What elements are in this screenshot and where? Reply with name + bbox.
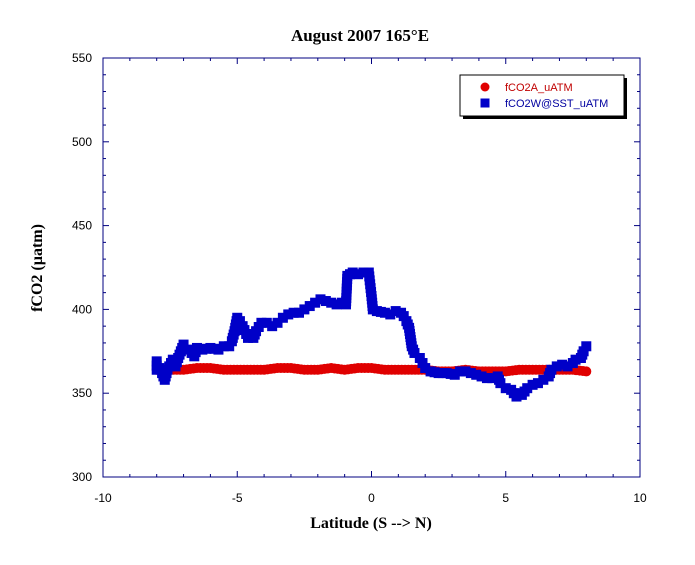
data-point bbox=[417, 358, 428, 369]
y-tick-label: 550 bbox=[72, 51, 92, 65]
data-point bbox=[546, 364, 557, 375]
data-point bbox=[213, 344, 224, 355]
data-point bbox=[500, 383, 511, 394]
data-point bbox=[277, 312, 288, 323]
data-point bbox=[414, 353, 425, 364]
data-point bbox=[481, 373, 492, 384]
data-point bbox=[261, 317, 272, 328]
series-fco2a bbox=[151, 363, 592, 377]
y-axis-title: fCO2 (µatm) bbox=[29, 224, 46, 312]
data-point bbox=[331, 299, 342, 310]
data-point bbox=[409, 347, 420, 358]
x-tick-label: -10 bbox=[94, 491, 112, 505]
data-point bbox=[294, 307, 305, 318]
legend-label-fco2w: fCO2W@SST_uATM bbox=[505, 98, 608, 110]
data-point bbox=[390, 306, 401, 317]
data-point bbox=[460, 366, 471, 377]
data-point bbox=[581, 341, 592, 352]
data-point bbox=[557, 359, 568, 370]
data-point bbox=[398, 311, 409, 322]
legend-marker-fco2a bbox=[480, 82, 490, 92]
y-tick-label: 300 bbox=[72, 470, 92, 484]
chart-title: August 2007 165°E bbox=[291, 26, 429, 45]
data-point bbox=[578, 346, 589, 357]
plot-area bbox=[151, 267, 592, 402]
data-point bbox=[320, 296, 331, 307]
data-point bbox=[476, 371, 487, 382]
y-tick-label: 400 bbox=[72, 302, 92, 316]
y-tick-label: 500 bbox=[72, 135, 92, 149]
data-point bbox=[242, 332, 253, 343]
data-point bbox=[191, 342, 202, 353]
data-point bbox=[234, 316, 245, 327]
x-axis: -10 -5 0 5 10 bbox=[94, 58, 647, 505]
x-axis-title: Latitude (S --> N) bbox=[310, 515, 432, 532]
data-point bbox=[495, 378, 506, 389]
legend-marker-fco2w bbox=[480, 98, 490, 108]
plot-frame bbox=[102, 57, 641, 478]
data-point bbox=[471, 369, 482, 380]
data-point bbox=[532, 378, 543, 389]
data-point bbox=[218, 341, 229, 352]
y-tick-label: 450 bbox=[72, 219, 92, 233]
data-point bbox=[527, 379, 538, 390]
y-axis: 300 350 400 450 500 550 bbox=[72, 51, 640, 484]
data-point bbox=[353, 269, 364, 280]
data-point bbox=[272, 317, 283, 328]
data-point bbox=[304, 301, 315, 312]
y-tick-label: 350 bbox=[72, 386, 92, 400]
x-tick-label: -5 bbox=[232, 491, 243, 505]
data-point bbox=[288, 307, 299, 318]
data-point bbox=[551, 361, 562, 372]
data-point bbox=[538, 374, 549, 385]
data-point bbox=[315, 294, 326, 305]
data-point bbox=[326, 297, 337, 308]
legend-box bbox=[459, 74, 625, 117]
data-point bbox=[581, 366, 592, 377]
x-tick-label: 0 bbox=[368, 491, 375, 505]
data-point bbox=[449, 369, 460, 380]
data-point bbox=[487, 373, 498, 384]
data-point bbox=[385, 309, 396, 320]
x-tick-label: 5 bbox=[502, 491, 509, 505]
data-point bbox=[358, 267, 369, 278]
legend: fCO2A_uATM fCO2W@SST_uATM bbox=[459, 74, 627, 119]
data-point bbox=[224, 341, 235, 352]
data-point bbox=[465, 368, 476, 379]
data-point bbox=[283, 309, 294, 320]
data-point bbox=[347, 267, 358, 278]
data-point bbox=[299, 304, 310, 315]
data-point bbox=[379, 307, 390, 318]
series-fco2w bbox=[151, 267, 592, 402]
data-point bbox=[570, 354, 581, 365]
data-point bbox=[178, 339, 189, 350]
data-point bbox=[455, 366, 466, 377]
data-point bbox=[310, 297, 321, 308]
x-tick-label: 10 bbox=[633, 491, 647, 505]
data-point bbox=[154, 363, 165, 374]
data-point bbox=[267, 321, 278, 332]
data-point bbox=[256, 317, 267, 328]
data-point bbox=[562, 361, 573, 372]
data-point bbox=[522, 383, 533, 394]
data-point bbox=[420, 363, 431, 374]
legend-label-fco2a: fCO2A_uATM bbox=[505, 82, 573, 94]
